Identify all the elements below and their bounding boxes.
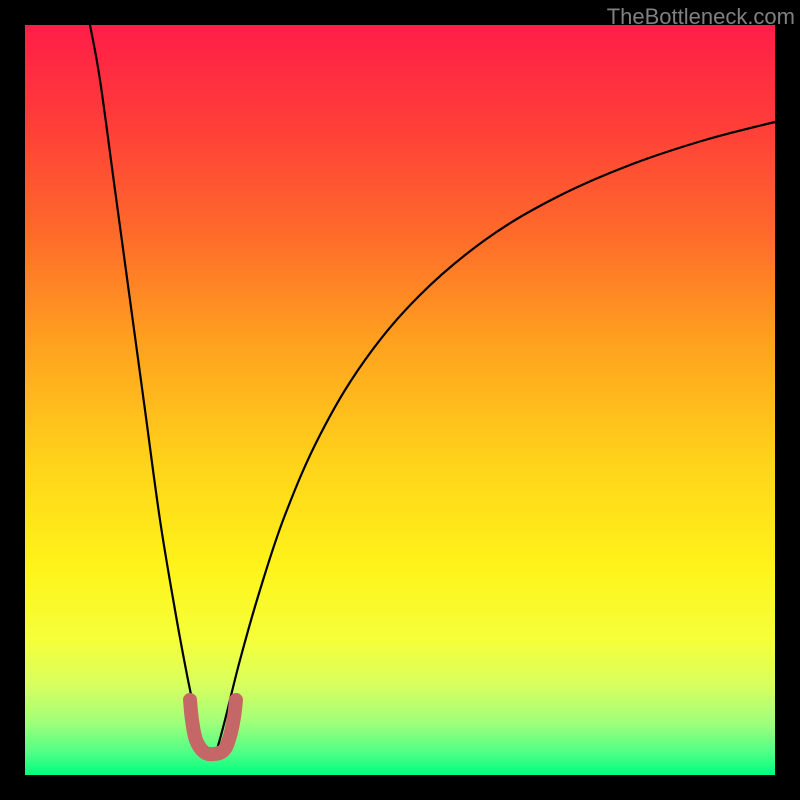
dip-marker [190, 700, 236, 754]
watermark-text: TheBottleneck.com [607, 4, 795, 30]
bottleneck-curve [90, 25, 775, 760]
curve-layer [0, 0, 800, 800]
